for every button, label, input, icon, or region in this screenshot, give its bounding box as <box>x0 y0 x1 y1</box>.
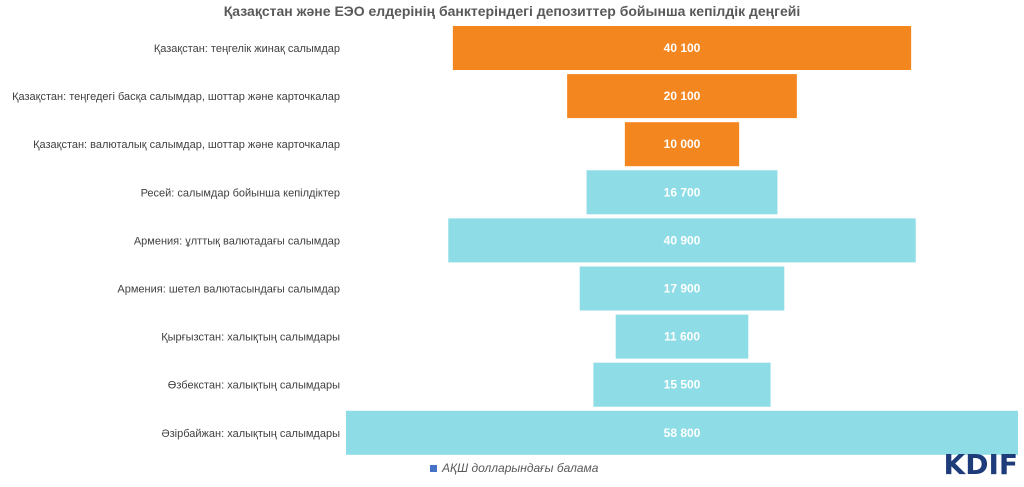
category-label-3: Қазақстан: валюталық салымдар, шоттар жә… <box>33 139 340 151</box>
category-label-6: Армения: шетел валютасындағы салымдар <box>117 284 340 296</box>
chart-title: Қазақстан және ЕЭО елдерінің банктерінде… <box>223 3 801 19</box>
category-label-7: Қырғызстан: халықтың салымдары <box>161 332 340 344</box>
bar-value-label-5: 40 900 <box>664 233 701 247</box>
bar-5 <box>448 218 916 263</box>
bar-value-label-7: 11 600 <box>664 330 700 344</box>
bar-3 <box>624 122 740 167</box>
category-label-8: Өзбекстан: халықтың салымдары <box>168 380 340 392</box>
bar-2 <box>567 74 797 119</box>
category-label-2: Қазақстан: теңгедегі басқа салымдар, шот… <box>12 91 340 103</box>
bar-value-label-8: 15 500 <box>664 378 701 392</box>
bar-7 <box>615 314 749 359</box>
legend-swatch <box>430 464 437 472</box>
category-label-9: Әзірбайжан: халықтың салымдары <box>161 428 340 440</box>
bar-9 <box>346 410 1018 455</box>
bar-value-label-9: 58 800 <box>664 426 701 440</box>
bar-6 <box>579 266 785 311</box>
legend: АҚШ долларындағы балама <box>430 461 598 475</box>
bar-value-label-1: 40 100 <box>664 41 701 55</box>
bar-value-label-3: 10 000 <box>664 137 701 151</box>
bar-4 <box>586 170 778 215</box>
bar-8 <box>593 362 771 407</box>
kdif-logo: KDIF <box>943 448 1018 481</box>
bar-value-label-4: 16 700 <box>664 185 701 199</box>
category-label-5: Армения: ұлттық валютадағы салымдар <box>134 235 340 247</box>
bar-value-label-2: 20 100 <box>664 89 701 103</box>
legend-label: АҚШ долларындағы балама <box>442 461 599 475</box>
category-label-1: Қазақстан: теңгелік жинақ салымдар <box>154 43 340 55</box>
bar-1 <box>452 26 912 70</box>
category-label-4: Ресей: салымдар бойынша кепілдіктер <box>141 187 340 199</box>
bar-value-label-6: 17 900 <box>664 282 701 296</box>
